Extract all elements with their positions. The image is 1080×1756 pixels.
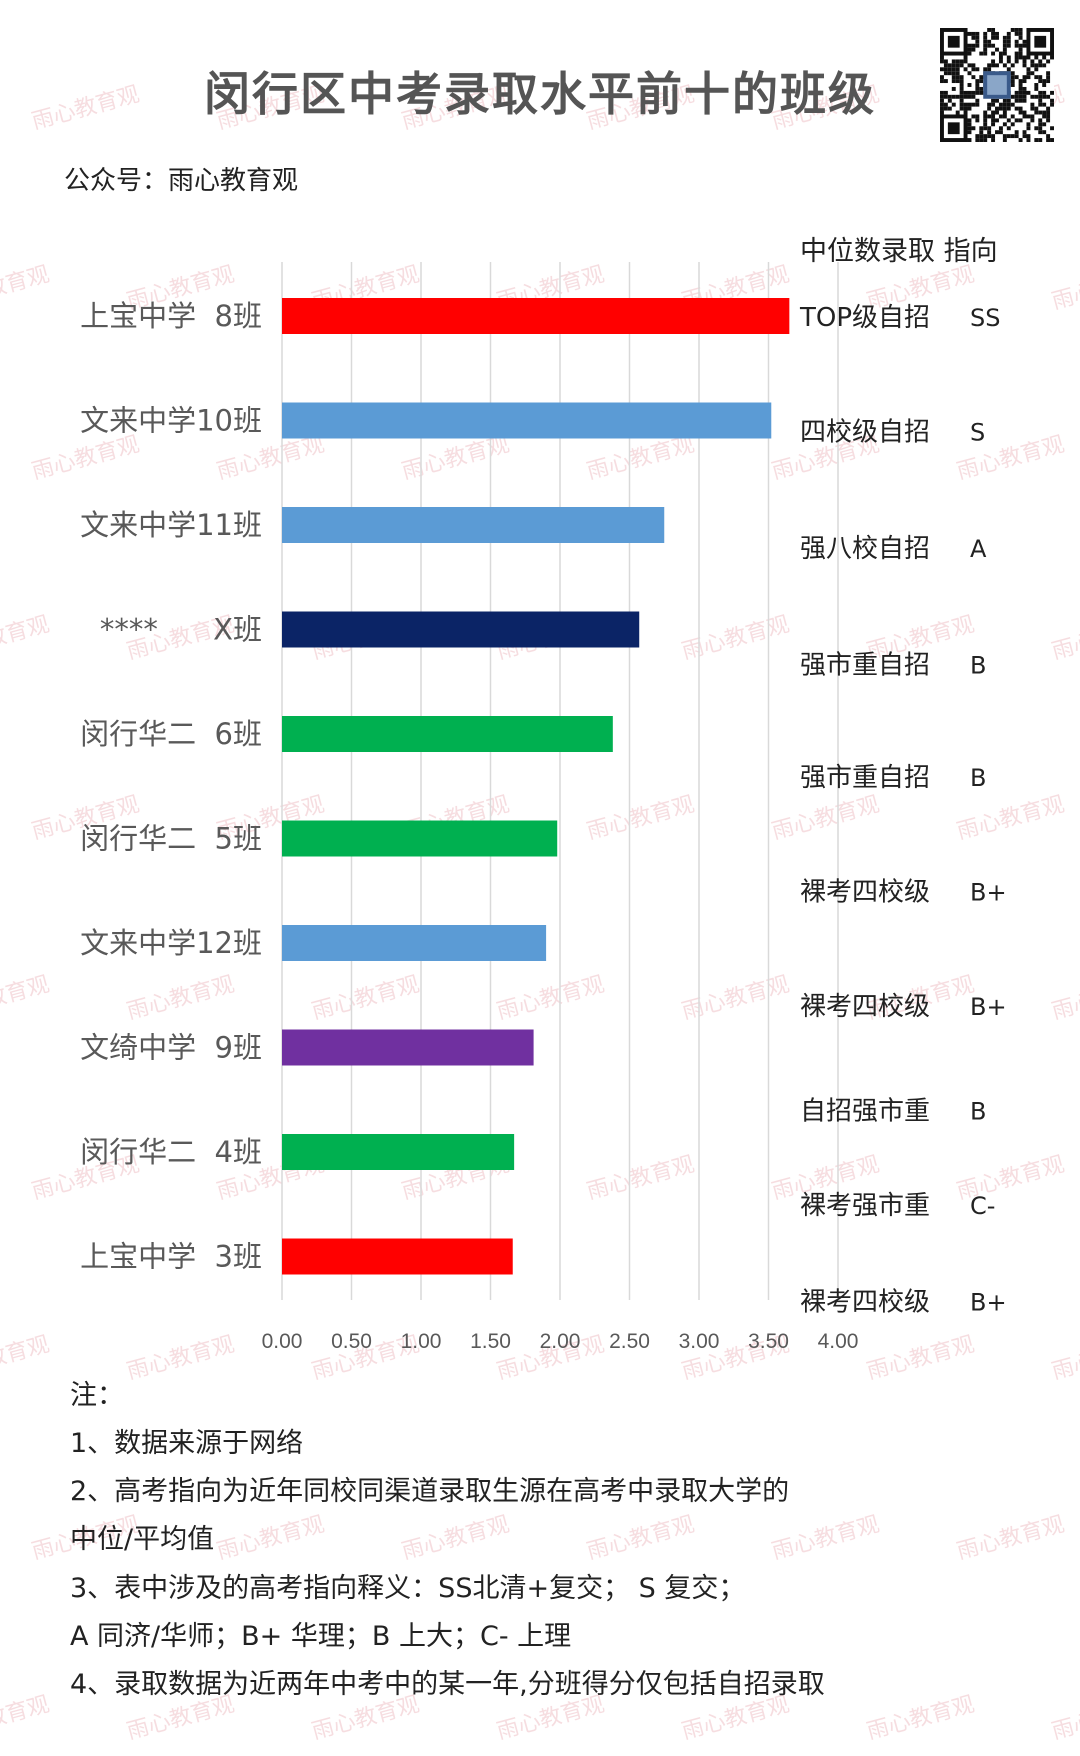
target-grade-label: B+ [970, 879, 1007, 907]
category-label: 文绮中学 9班 [80, 1031, 262, 1065]
category-label: 文来中学12班 [80, 926, 262, 960]
admission-level-label: 自招强市重 [800, 1097, 930, 1127]
admission-level-label: 裸考四校级 [800, 992, 930, 1022]
right-header: 中位数录取 指向 [800, 236, 998, 267]
admission-level-label: TOP级自招 [799, 303, 930, 333]
bar [282, 716, 613, 752]
x-tick-label: 3.00 [679, 1330, 720, 1353]
admission-level-label: 裸考四校级 [800, 1288, 930, 1318]
bar [282, 402, 772, 439]
category-label: **** X班 [100, 613, 262, 647]
bar [282, 820, 558, 857]
x-tick-label: 4.00 [818, 1330, 859, 1353]
bar [282, 1238, 513, 1275]
category-label: 闵行华二 4班 [80, 1135, 262, 1169]
target-grade-label: B [970, 1098, 986, 1126]
x-tick-label: 2.00 [540, 1330, 581, 1353]
bar [282, 298, 790, 334]
target-grade-label: B+ [970, 1289, 1007, 1317]
notes-heading: 注： [70, 1380, 124, 1411]
note-line: 2、高考指向为近年同校同渠道录取生源在高考中录取大学的 [70, 1476, 790, 1507]
target-grade-label: C- [970, 1192, 995, 1220]
account-label: 公众号：雨心教育观 [64, 166, 299, 196]
bar [282, 1134, 515, 1170]
x-tick-label: 0.00 [262, 1330, 303, 1353]
x-tick-label: 0.50 [331, 1330, 372, 1353]
category-label: 上宝中学 8班 [80, 299, 262, 333]
note-line: 1、数据来源于网络 [70, 1428, 304, 1459]
target-grade-label: B [970, 764, 986, 792]
note-line: 3、表中涉及的高考指向释义：SS北清+复交； S 复交； [70, 1573, 746, 1604]
bar [282, 1029, 534, 1066]
x-tick-label: 3.50 [748, 1330, 789, 1353]
bar [282, 507, 665, 543]
category-label: 闵行华二 6班 [80, 717, 262, 751]
target-grade-label: B [970, 652, 986, 680]
admission-level-label: 强八校自招 [800, 534, 930, 564]
category-label: 文来中学10班 [80, 404, 262, 438]
page-title: 闵行区中考录取水平前十的班级 [204, 67, 876, 121]
target-grade-label: B+ [970, 993, 1007, 1021]
bar [282, 611, 640, 648]
note-line: 4、录取数据为近两年中考中的某一年,分班得分仅包括自招录取 [70, 1669, 825, 1700]
x-tick-label: 1.50 [470, 1330, 511, 1353]
admission-level-label: 强市重自招 [800, 763, 930, 793]
x-tick-label: 2.50 [609, 1330, 650, 1353]
admission-level-label: 裸考强市重 [800, 1191, 930, 1221]
x-tick-label: 1.00 [401, 1330, 442, 1353]
admission-level-label: 裸考四校级 [800, 878, 930, 908]
note-line: 中位/平均值 [70, 1524, 215, 1555]
qr-code-icon [940, 28, 1054, 142]
category-label: 上宝中学 3班 [80, 1240, 262, 1274]
bar [282, 925, 547, 961]
note-line: A 同济/华师；B+ 华理；B 上大；C- 上理 [70, 1621, 572, 1652]
category-label: 闵行华二 5班 [80, 822, 262, 856]
admission-level-label: 四校级自招 [800, 418, 930, 448]
admission-level-label: 强市重自招 [800, 651, 930, 681]
target-grade-label: SS [970, 304, 1000, 332]
target-grade-label: A [970, 535, 987, 563]
category-label: 文来中学11班 [80, 508, 262, 542]
target-grade-label: S [970, 419, 985, 447]
